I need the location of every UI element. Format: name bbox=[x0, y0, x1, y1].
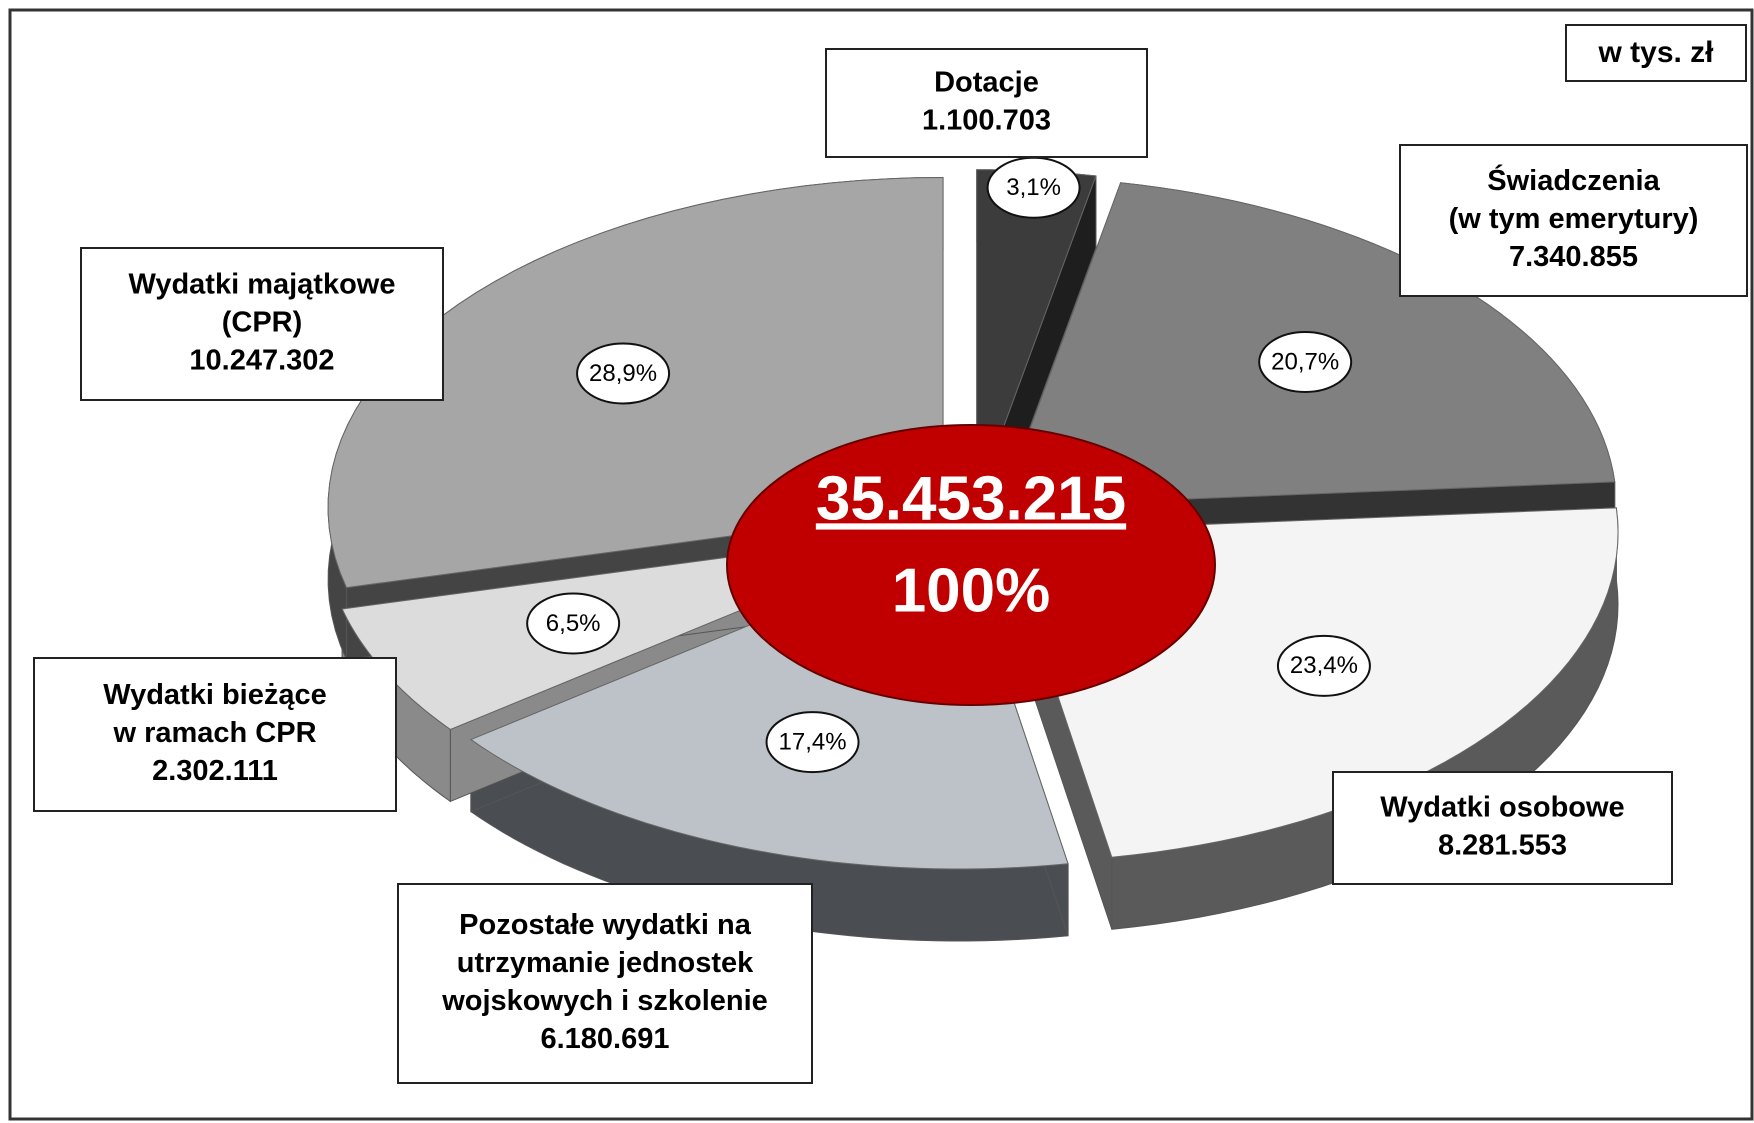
percent-label: 17,4% bbox=[779, 728, 847, 755]
category-label: Dotacje bbox=[934, 67, 1039, 99]
category-label: w ramach CPR bbox=[112, 717, 316, 749]
label-box bbox=[33, 657, 397, 812]
value-label: 8.281.553 bbox=[1438, 830, 1567, 862]
percent-bubble bbox=[765, 711, 860, 774]
value-label: 7.340.855 bbox=[1509, 241, 1638, 273]
percent-label: 20,7% bbox=[1271, 348, 1339, 375]
total-ellipse bbox=[726, 424, 1216, 706]
category-label: Świadczenia bbox=[1487, 163, 1660, 197]
value-label: 10.247.302 bbox=[189, 345, 334, 377]
category-label: Pozostałe wydatki na bbox=[459, 909, 752, 941]
unit-box bbox=[1565, 24, 1747, 82]
value-label: 6.180.691 bbox=[540, 1023, 669, 1055]
percent-bubble bbox=[576, 342, 671, 405]
category-label: Wydatki majątkowe bbox=[128, 269, 395, 301]
label-box bbox=[1332, 771, 1673, 885]
percent-bubble bbox=[1258, 331, 1353, 394]
percent-label: 23,4% bbox=[1290, 652, 1358, 679]
category-label: Wydatki osobowe bbox=[1380, 792, 1624, 824]
label-box bbox=[825, 48, 1148, 158]
unit-label: w tys. zł bbox=[1597, 36, 1714, 69]
label-box bbox=[80, 247, 444, 401]
percent-bubble bbox=[526, 592, 621, 655]
category-label: wojskowych i szkolenie bbox=[441, 985, 768, 1017]
value-label: 2.302.111 bbox=[152, 755, 278, 787]
category-label: Wydatki bieżące bbox=[103, 679, 327, 711]
category-label: (CPR) bbox=[222, 307, 303, 339]
value-label: 1.100.703 bbox=[922, 105, 1051, 137]
label-box bbox=[1399, 144, 1748, 297]
category-label: (w tym emerytury) bbox=[1449, 203, 1699, 235]
percent-label: 3,1% bbox=[1006, 174, 1061, 201]
percent-label: 28,9% bbox=[589, 360, 657, 387]
label-box bbox=[397, 883, 813, 1084]
total-label: 35.453.215 bbox=[816, 464, 1126, 533]
percent-bubble bbox=[1276, 634, 1371, 697]
total-share: 100% bbox=[892, 556, 1051, 625]
percent-label: 6,5% bbox=[546, 610, 601, 637]
category-label: utrzymanie jednostek bbox=[457, 947, 754, 979]
